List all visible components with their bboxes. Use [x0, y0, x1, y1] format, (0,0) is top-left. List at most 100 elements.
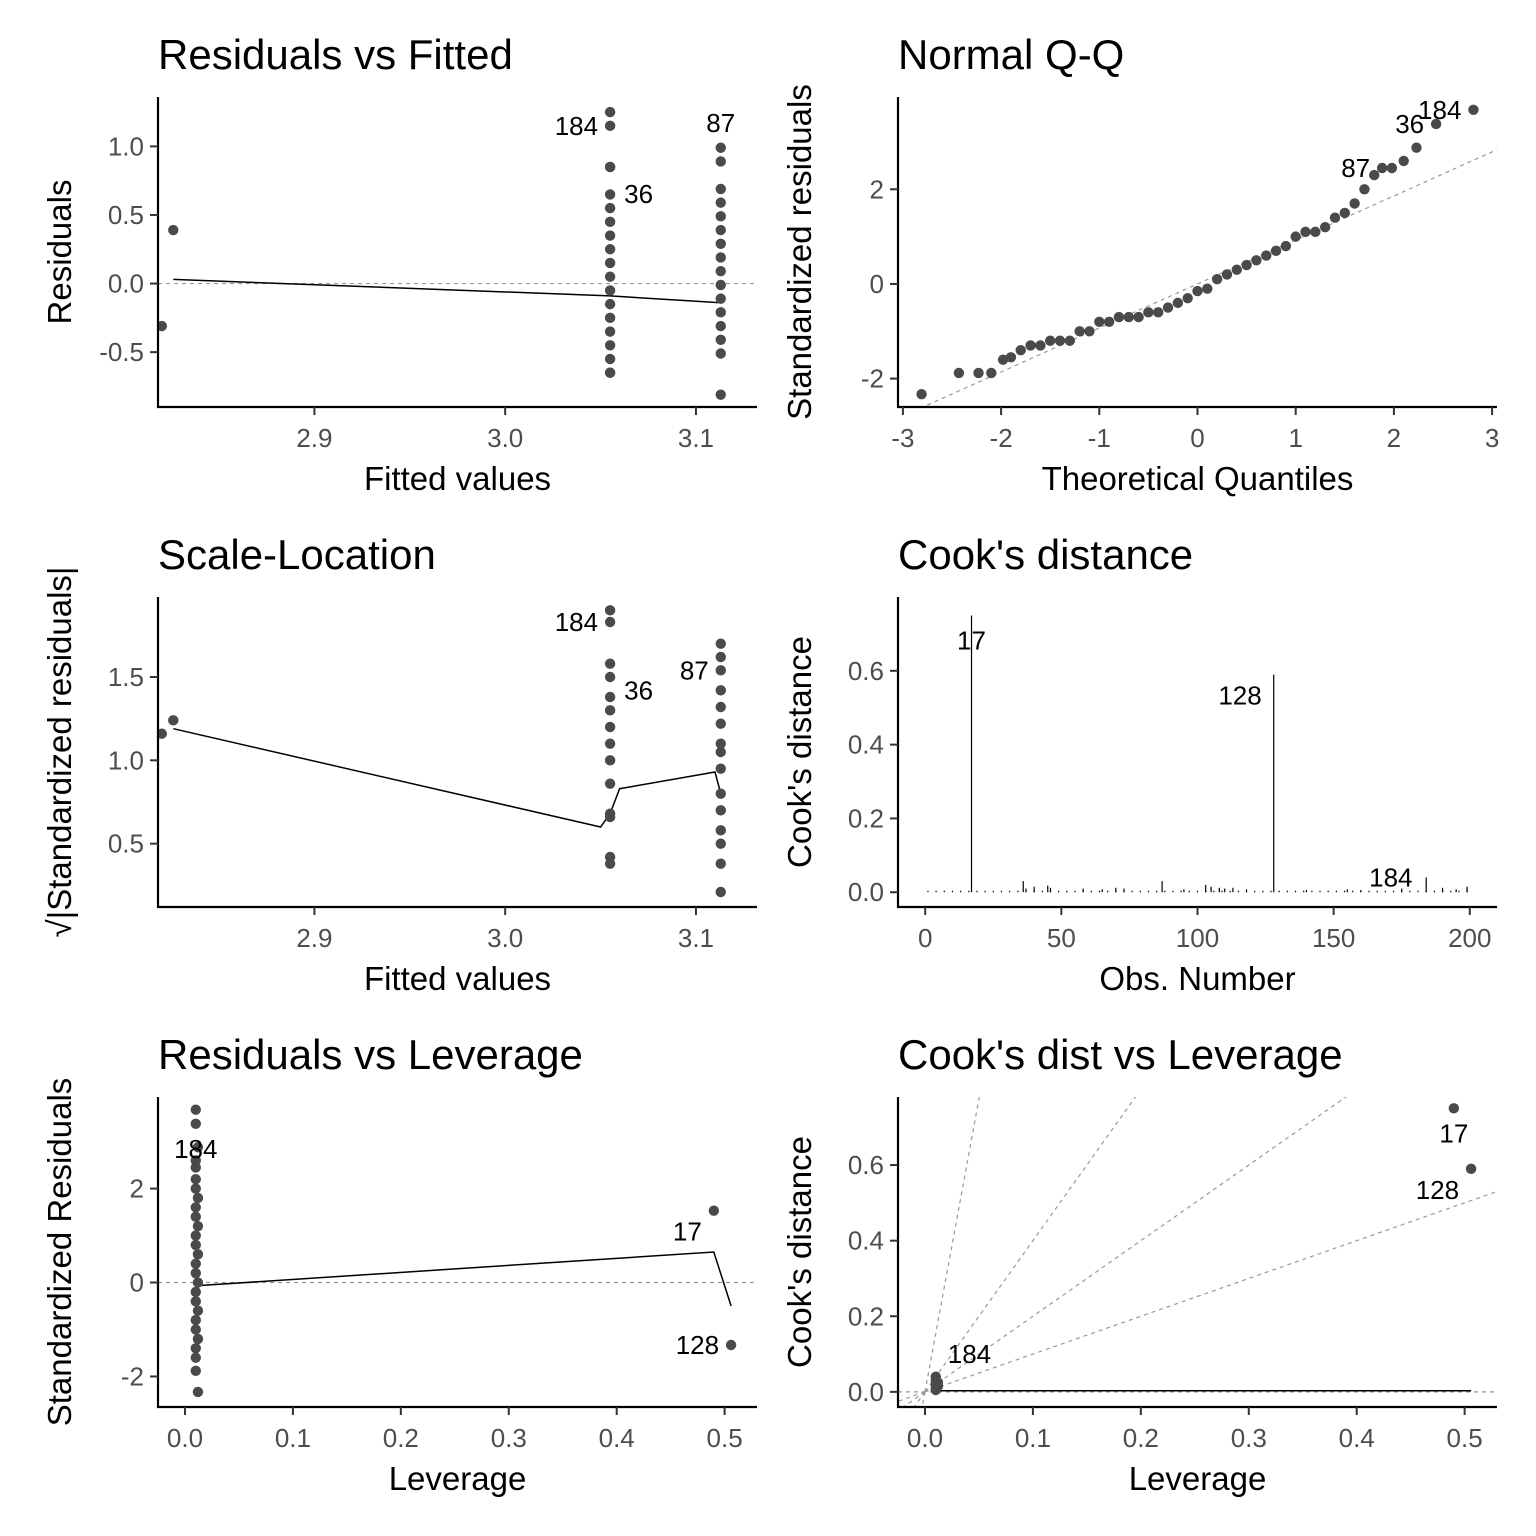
x-tick-label: 2.9: [296, 923, 332, 953]
data-point: [715, 389, 726, 400]
y-tick-label: -2: [861, 364, 884, 394]
cook-contour-line: [898, 1391, 926, 1402]
x-axis-title: Theoretical Quantiles: [1042, 460, 1354, 497]
x-tick-label: 0.4: [1339, 1423, 1375, 1453]
y-tick-label: 0: [130, 1268, 144, 1298]
y-tick-label: 2: [130, 1174, 144, 1204]
x-tick-label: 0.5: [1447, 1423, 1483, 1453]
data-point: [192, 1333, 204, 1345]
y-tick-label: 1.5: [108, 662, 144, 692]
y-tick-label: 0.5: [108, 829, 144, 859]
data-point: [1448, 1103, 1460, 1114]
x-tick-label: 200: [1448, 923, 1491, 953]
data-point: [1133, 311, 1144, 323]
data-point: [604, 738, 616, 749]
data-point: [997, 354, 1009, 365]
data-point: [973, 367, 984, 379]
data-point: [715, 763, 726, 774]
x-tick-label: 3: [1485, 423, 1499, 453]
data-point: [715, 788, 726, 799]
data-point: [604, 244, 616, 255]
panel-title: Cook's dist vs Leverage: [898, 1031, 1343, 1078]
data-point: [715, 886, 726, 898]
x-tick-label: 2.9: [296, 423, 332, 453]
data-point: [1251, 255, 1262, 266]
y-tick-label: 0.4: [848, 730, 884, 760]
data-point: [715, 348, 726, 359]
point-label: 184: [1369, 863, 1412, 893]
y-tick-label: 1.0: [108, 745, 144, 775]
data-point: [715, 718, 726, 729]
y-axis-title-radical: √: [41, 918, 78, 937]
data-point: [715, 252, 726, 263]
data-point: [604, 340, 616, 351]
data-point: [190, 1365, 201, 1377]
panel-3: Scale-Location 184 36 87 2.9 3.0 3.1 0.5 1.0 1.5 F…: [41, 531, 757, 997]
data-point: [192, 1386, 204, 1398]
y-tick-label: 0.6: [848, 1150, 884, 1180]
data-point: [1103, 316, 1115, 328]
data-point: [715, 320, 726, 332]
panel-4: Cook's distance 17 128 184 0 50 100 150 200 0.0 0.…: [781, 531, 1497, 997]
data-point: [604, 106, 616, 118]
data-point: [604, 616, 616, 628]
data-point: [708, 1205, 720, 1216]
data-point: [1359, 184, 1370, 195]
data-point: [1339, 207, 1350, 219]
data-point: [190, 1173, 201, 1185]
data-point: [1241, 259, 1252, 271]
data-point: [715, 293, 726, 304]
data-point: [715, 738, 726, 749]
data-point: [192, 1142, 204, 1153]
data-point: [604, 216, 616, 228]
data-point: [1329, 212, 1341, 223]
panel-title: Residuals vs Fitted: [158, 31, 513, 78]
y-axis-title: Cook's distance: [781, 1136, 818, 1368]
data-point: [1153, 307, 1164, 318]
data-point: [190, 1183, 201, 1194]
point-label: 36: [624, 676, 653, 706]
x-axis-title: Fitted values: [364, 460, 551, 497]
point-label: 184: [555, 607, 598, 637]
x-tick-label: 2: [1387, 423, 1401, 453]
y-tick-label: 0.2: [848, 1301, 884, 1331]
data-point: [190, 1258, 201, 1269]
data-point: [916, 389, 927, 400]
data-point: [604, 189, 616, 200]
x-tick-label: -1: [1088, 423, 1111, 453]
data-point: [715, 334, 726, 345]
data-point: [192, 1249, 204, 1260]
y-tick-label: -2: [121, 1361, 144, 1391]
data-point: [604, 691, 616, 703]
x-tick-label: 3.1: [678, 423, 714, 453]
data-point: [192, 1305, 204, 1316]
point-label: 17: [957, 625, 986, 655]
x-tick-label: 0.2: [1123, 1423, 1159, 1453]
point-label: 17: [1439, 1118, 1468, 1148]
point-label: 184: [948, 1339, 991, 1369]
data-point: [190, 1314, 201, 1326]
x-axis-title: Obs. Number: [1099, 960, 1295, 997]
panel-title: Scale-Location: [158, 531, 436, 578]
x-tick-label: 0: [918, 923, 932, 953]
data-point: [1411, 142, 1422, 153]
data-point: [604, 257, 616, 269]
panel-title: Cook's distance: [898, 531, 1193, 578]
data-point: [1369, 169, 1380, 181]
data-point: [604, 161, 616, 173]
x-tick-label: 0.3: [491, 1423, 527, 1453]
qq-reference-line: [921, 149, 1497, 407]
x-axis-title: Fitted values: [364, 960, 551, 997]
data-point: [158, 728, 168, 739]
x-tick-label: 150: [1312, 923, 1355, 953]
data-point: [1211, 274, 1223, 285]
data-point: [192, 1277, 204, 1288]
x-tick-label: 50: [1047, 923, 1076, 953]
data-point: [604, 755, 616, 766]
data-point: [190, 1202, 201, 1213]
x-axis-title: Leverage: [389, 1460, 527, 1497]
panel-1: Residuals vs Fitted 184 36 87 2.9 3.0 3.1 -0.5 0…: [41, 31, 757, 497]
data-point: [604, 353, 616, 365]
plot-area: [158, 1104, 757, 1398]
y-tick-label: 0.2: [848, 803, 884, 833]
